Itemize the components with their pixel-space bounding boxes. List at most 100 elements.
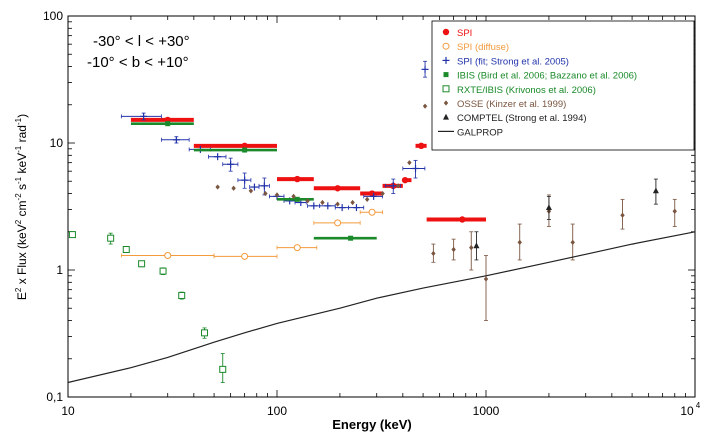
- data-point: [407, 160, 412, 166]
- series-3: [130, 121, 377, 241]
- ylabel-c-sup: -2: [14, 193, 23, 201]
- data-point: [274, 192, 280, 198]
- x-tick-label-exponent: 4: [696, 401, 701, 410]
- legend-label: RXTE/IBIS (Krivonos et al. 2006): [457, 85, 596, 96]
- legend-label: SPI (fit; Strong et al. 2005): [457, 56, 569, 67]
- data-point: [310, 202, 318, 210]
- data-point: [320, 199, 325, 206]
- data-point: [620, 212, 625, 218]
- x-tick-label: 100: [267, 404, 287, 418]
- series-4: [68, 231, 227, 383]
- data-point: [380, 190, 385, 197]
- legend-marker: [442, 85, 450, 93]
- data-point: [350, 199, 355, 206]
- data-point: [263, 190, 268, 197]
- annotation-longitude: -30° < l < +30°: [93, 33, 190, 50]
- legend-marker: [443, 113, 449, 120]
- data-point: [201, 329, 209, 337]
- data-point: [422, 103, 428, 109]
- series-7: [67, 231, 696, 384]
- data-point: [412, 164, 420, 172]
- ylabel-d: s: [15, 184, 29, 193]
- data-point: [241, 142, 248, 150]
- legend: SPI SPI (diffuse) SPI (fit; Strong et al. …: [431, 20, 695, 151]
- data-point: [294, 196, 300, 202]
- legend-label: COMPTEL (Strong et al. 1994): [457, 113, 587, 124]
- y-tick-label: 10: [50, 136, 64, 150]
- x-tick-label: 10: [680, 404, 694, 418]
- data-point: [352, 204, 360, 212]
- x-tick-label: 10: [61, 404, 75, 418]
- data-point: [401, 176, 409, 184]
- data-point: [421, 65, 429, 73]
- legend-label: GALPROP: [457, 127, 503, 138]
- legend-box: [431, 20, 695, 151]
- data-point: [545, 204, 552, 210]
- series-6: [473, 178, 659, 261]
- y-tick-label: 0,1: [46, 390, 63, 404]
- data-point: [370, 192, 378, 200]
- data-point: [159, 267, 167, 275]
- data-point: [348, 235, 354, 241]
- data-point: [324, 202, 332, 210]
- data-point: [451, 246, 456, 253]
- data-point: [338, 204, 346, 212]
- data-point: [250, 183, 258, 191]
- legend-marker: [442, 28, 450, 36]
- ylabel-d-sup: -1: [14, 176, 23, 184]
- ylabel-a-sup: 2: [14, 287, 23, 292]
- data-point: [305, 198, 310, 204]
- legend-label: OSSE (Kinzer et al. 1999): [457, 99, 566, 110]
- annotation-latitude: -10° < b < +10°: [87, 54, 189, 71]
- data-point: [241, 252, 249, 260]
- data-point: [68, 231, 76, 239]
- legend-label: SPI: [457, 28, 472, 39]
- data-point: [364, 196, 370, 202]
- ylabel-f-sup: -1: [14, 117, 23, 125]
- data-point: [334, 219, 342, 227]
- legend-marker: [443, 100, 449, 106]
- data-point: [483, 276, 489, 282]
- data-point: [570, 239, 575, 245]
- data-point: [395, 183, 401, 189]
- y-tick-label: 100: [43, 9, 63, 23]
- legend-items: SPI SPI (diffuse) SPI (fit; Strong et al. …: [438, 28, 637, 138]
- data-point: [140, 112, 148, 120]
- x-axis-label: Energy (keV): [332, 417, 411, 432]
- data-point: [215, 184, 220, 190]
- data-point: [172, 136, 180, 144]
- data-point: [291, 193, 296, 199]
- data-point: [672, 208, 677, 214]
- data-point: [469, 245, 474, 251]
- data-point: [293, 244, 301, 252]
- y-tick-label: 1: [56, 263, 63, 277]
- ylabel-c: cm: [15, 200, 29, 219]
- data-point: [334, 185, 341, 192]
- data-point: [231, 185, 236, 191]
- series-1: [120, 208, 383, 260]
- data-point: [517, 239, 522, 245]
- y-axis-label: E2 x Flux (keV2 cm-2 s-1 keV-1 rad-1): [14, 114, 29, 300]
- ylabel-g: ): [15, 114, 29, 118]
- data-point: [241, 176, 249, 184]
- data-point: [368, 208, 376, 216]
- ylabel-b-sup: 2: [14, 219, 23, 224]
- data-point: [219, 365, 227, 373]
- data-point: [138, 260, 146, 268]
- ylabel-f: rad: [15, 125, 29, 146]
- data-point: [652, 187, 659, 194]
- data-point: [294, 175, 301, 183]
- ylabel-e-sup: -1: [14, 145, 23, 153]
- data-point: [248, 188, 254, 194]
- ylabel-b: x Flux (keV: [15, 224, 29, 287]
- data-point: [459, 216, 466, 223]
- data-point: [389, 182, 397, 190]
- data-point: [473, 242, 480, 249]
- data-point: [178, 291, 186, 299]
- data-point: [164, 252, 172, 260]
- ylabel-e: keV: [15, 153, 29, 177]
- legend-marker: [442, 42, 450, 50]
- data-point: [418, 142, 425, 150]
